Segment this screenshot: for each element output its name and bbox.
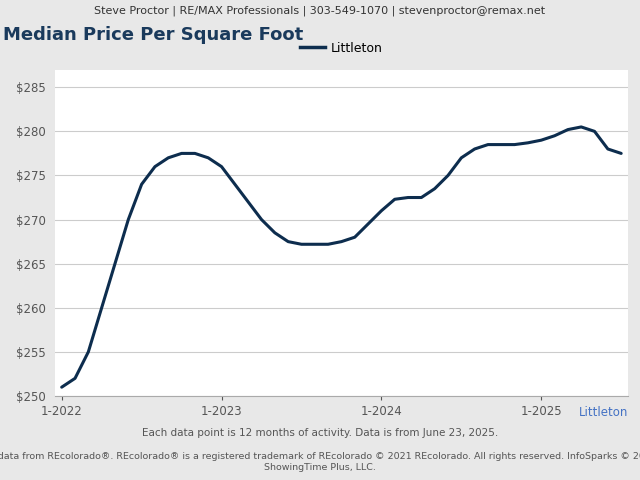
Text: Median Price Per Square Foot: Median Price Per Square Foot	[3, 26, 303, 45]
Legend: Littleton: Littleton	[295, 36, 388, 60]
Text: Each data point is 12 months of activity. Data is from June 23, 2025.: Each data point is 12 months of activity…	[142, 428, 498, 438]
Text: Steve Proctor | RE/MAX Professionals | 303-549-1070 | stevenproctor@remax.net: Steve Proctor | RE/MAX Professionals | 3…	[95, 6, 545, 16]
Text: All data from REcolorado®. REcolorado® is a registered trademark of REcolorado ©: All data from REcolorado®. REcolorado® i…	[0, 452, 640, 471]
Text: Littleton: Littleton	[579, 406, 628, 419]
